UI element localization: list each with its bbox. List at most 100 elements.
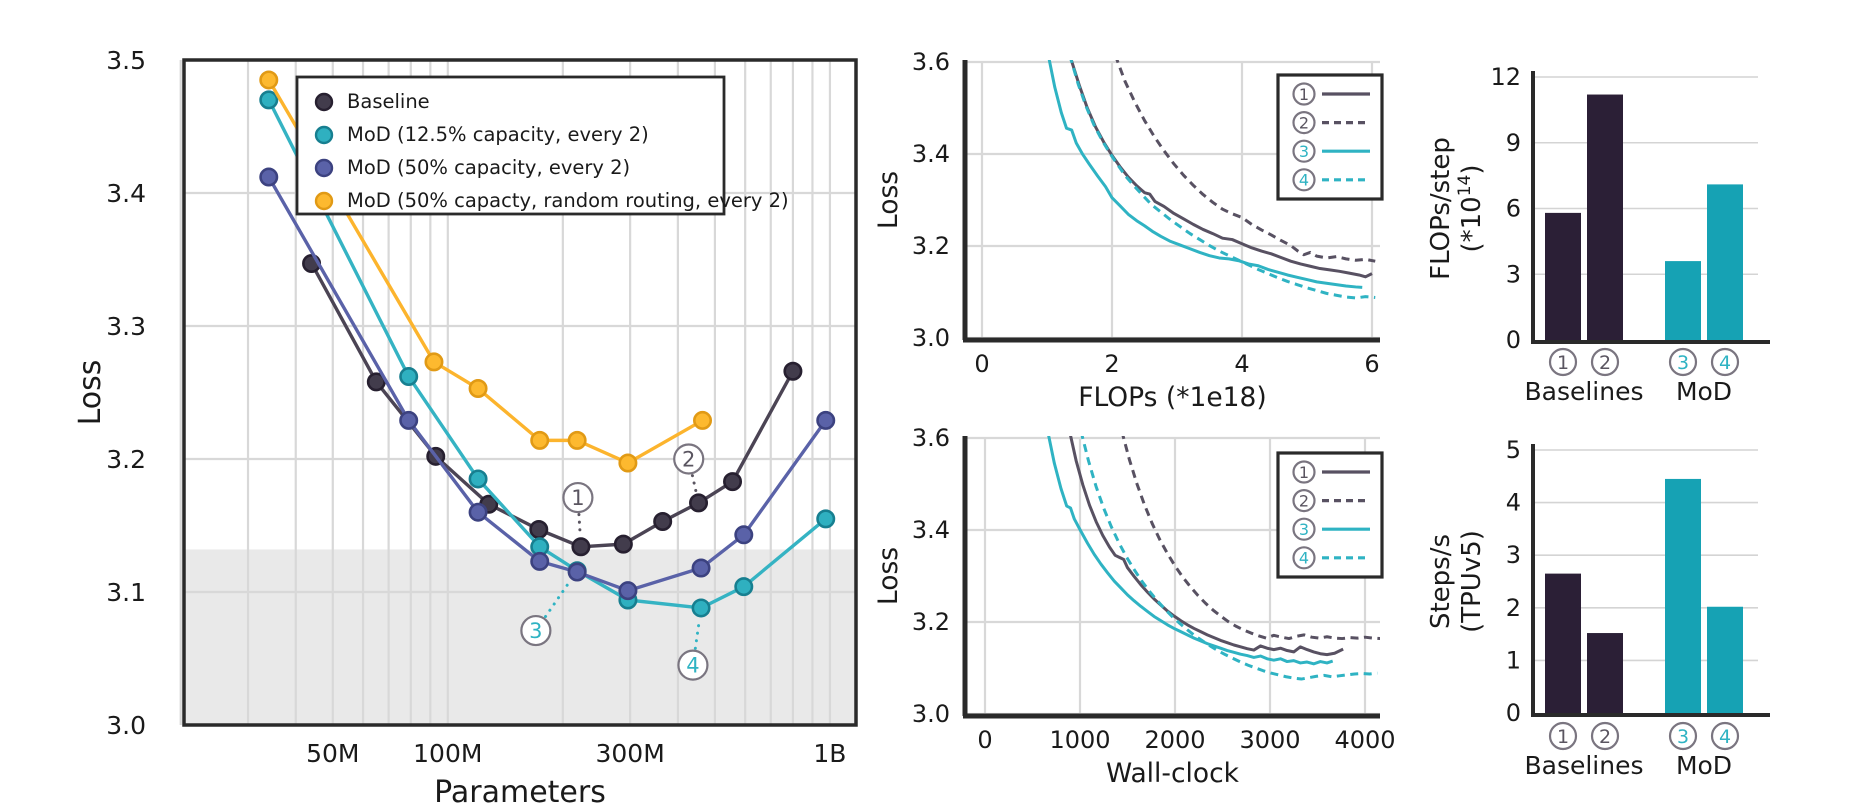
category-number-1: 1 — [1548, 721, 1578, 751]
series-mod-50-capacity-every-2- — [259, 167, 836, 601]
curve-4 — [1069, 60, 1376, 300]
category-number-2: 2 — [1590, 721, 1620, 751]
legend-label: MoD (50% capacty, random routing, every … — [347, 189, 789, 212]
data-point — [613, 534, 633, 554]
bar-4 — [1707, 184, 1743, 340]
y-tick-label: 3.0 — [912, 324, 950, 352]
curve-3 — [1047, 436, 1334, 666]
circled-number-label: 4 — [1299, 171, 1309, 190]
legend-number-3: 3 — [1292, 517, 1316, 541]
circled-number-label: 1 — [1557, 352, 1569, 374]
circled-number-label: 3 — [1299, 520, 1309, 539]
plot-border — [182, 58, 858, 727]
data-point — [567, 430, 587, 450]
y-axis-label-line1: Steps/s — [1426, 534, 1456, 629]
legend: Baseline MoD (12.5% capacity, every 2) MoD… — [295, 75, 789, 216]
series-baseline — [302, 253, 803, 557]
circled-number-label: 1 — [1299, 463, 1309, 482]
circled-number-label: 3 — [529, 619, 542, 643]
circled-number-label: 1 — [571, 486, 584, 510]
bar-3 — [1665, 478, 1701, 713]
chart-steps-per-sec: 0 1 2 3 4 5 1 2 3 4 Baselines MoD Steps/s (TPUv5) — [1426, 436, 1770, 780]
data-point — [816, 410, 836, 430]
legend-number-2: 2 — [1292, 489, 1316, 513]
y-tick-label: 0 — [1506, 326, 1521, 354]
legend-number-1: 1 — [1292, 460, 1316, 484]
data-point — [567, 562, 587, 582]
y-tick-label: 3.2 — [912, 232, 950, 260]
circled-number-label: 1 — [1557, 726, 1569, 748]
y-tick-label: 2 — [1506, 594, 1521, 622]
series-line — [310, 262, 795, 549]
curve-1 — [1069, 60, 1373, 279]
chart-loss-vs-params: 1 2 3 4 50M 100M 300M 1B 3.0 3.1 3.2 3.3 3.4 3.5 Param… — [73, 46, 858, 808]
bar-4 — [1707, 606, 1743, 713]
y-axis-label-line2: (*1014) — [1455, 164, 1487, 252]
data-point — [723, 472, 743, 492]
circled-number-label: 3 — [1299, 142, 1309, 161]
data-point — [259, 167, 279, 187]
data-point — [399, 367, 419, 387]
legend-label: Baseline — [347, 90, 430, 113]
annotation-2: 2 — [673, 443, 705, 493]
y-tick-label: 1 — [1506, 646, 1521, 674]
legend: 1 2 3 4 — [1276, 73, 1384, 201]
data-point — [468, 379, 488, 399]
circled-number-label: 3 — [1677, 352, 1689, 374]
series-mod-50-capacty-random-routing-every-2- — [259, 70, 713, 473]
legend-marker — [314, 92, 334, 112]
x-tick-label: 4 — [1234, 350, 1249, 378]
bar-1 — [1545, 212, 1581, 340]
data-point — [468, 469, 488, 489]
annotation-circle-4: 4 — [677, 649, 709, 681]
y-tick-label: 6 — [1506, 195, 1521, 223]
annotation-circle-1: 1 — [562, 481, 594, 514]
data-point — [691, 598, 711, 618]
data-point — [693, 410, 713, 430]
data-point — [399, 410, 419, 430]
y-tick-label: 3.6 — [912, 424, 950, 452]
annotation-circle-3: 3 — [520, 614, 552, 647]
data-point — [653, 512, 673, 532]
data-point — [783, 361, 803, 381]
y-tick-label: 9 — [1506, 129, 1521, 157]
circled-number-label: 4 — [686, 654, 699, 678]
x-tick-label: 100M — [413, 739, 482, 768]
annotation-3: 3 — [520, 579, 572, 647]
curve-3 — [1047, 60, 1363, 289]
group-label: Baselines — [1524, 751, 1643, 780]
circled-number-label: 3 — [1677, 726, 1689, 748]
category-number-3: 3 — [1668, 347, 1698, 377]
legend-number-4: 4 — [1292, 546, 1316, 570]
circled-number-label: 2 — [682, 448, 695, 472]
x-tick-label: 0 — [974, 350, 989, 378]
x-axis-label: FLOPs (*1e18) — [1078, 382, 1266, 413]
x-tick-label: 3000 — [1239, 726, 1300, 754]
circled-number-label: 1 — [1299, 85, 1309, 104]
x-tick-label: 0 — [977, 726, 992, 754]
circled-number-label: 4 — [1299, 549, 1309, 568]
y-axis-label: Loss — [73, 360, 108, 426]
y-tick-label: 3.4 — [106, 179, 146, 208]
y-tick-label: 3.2 — [912, 608, 950, 636]
legend-number-3: 3 — [1292, 139, 1316, 163]
y-axis-label-line2: (TPUv5) — [1457, 530, 1487, 633]
circled-number-label: 4 — [1719, 726, 1731, 748]
chart-loss-vs-wallclock: 0 1000 2000 3000 4000 3.0 3.2 3.4 3.6 Wall-clock L… — [873, 424, 1396, 789]
data-point — [259, 70, 279, 90]
annotation-4: 4 — [677, 618, 709, 681]
data-point — [689, 493, 709, 513]
legend-marker — [314, 158, 334, 178]
x-tick-label: 50M — [306, 739, 359, 768]
data-point — [691, 558, 711, 578]
data-point — [530, 430, 550, 450]
y-tick-label: 4 — [1506, 489, 1521, 517]
curve-4 — [1080, 436, 1378, 681]
bar-2 — [1587, 633, 1623, 713]
y-tick-label: 3.5 — [106, 46, 146, 75]
y-tick-label: 3 — [1506, 541, 1521, 569]
bar-3 — [1665, 261, 1701, 340]
x-axis-label: Parameters — [434, 775, 606, 808]
